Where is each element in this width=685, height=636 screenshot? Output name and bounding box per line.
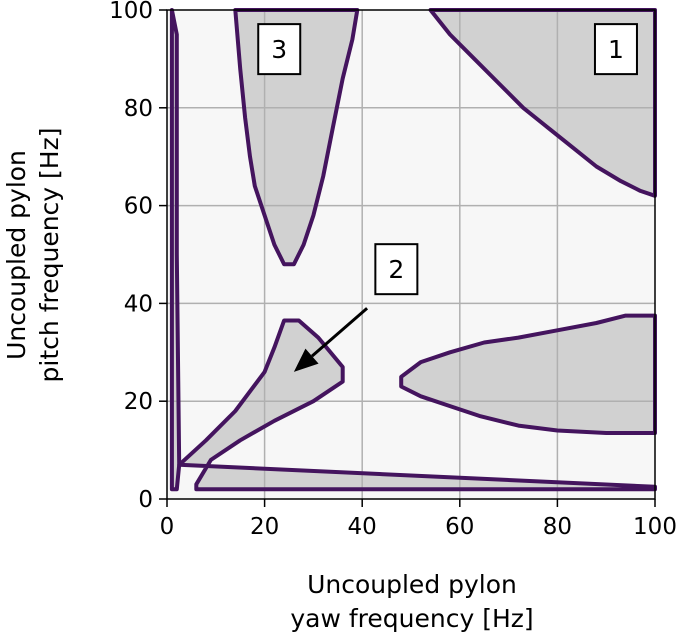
region-label-2: 2 bbox=[388, 255, 404, 284]
region-label-3: 3 bbox=[271, 35, 287, 64]
x-axis-label-line-2: yaw frequency [Hz] bbox=[290, 604, 533, 633]
x-axis-label-line-1: Uncoupled pylon bbox=[307, 570, 517, 599]
y-axis-label-line-2: pitch frequency [Hz] bbox=[35, 128, 64, 383]
annotations: 1 2 3 bbox=[257, 23, 638, 372]
arrow-head bbox=[293, 348, 319, 372]
region-label-box bbox=[374, 243, 419, 296]
y-tick-label: 100 bbox=[109, 0, 153, 24]
y-axis-label-line-1: Uncoupled pylon bbox=[2, 150, 31, 360]
x-tick-label: 100 bbox=[633, 514, 677, 540]
region-lower-right-fill bbox=[401, 315, 655, 433]
y-tick-label: 0 bbox=[138, 487, 153, 513]
region-label-box bbox=[593, 23, 638, 76]
y-tick-label: 20 bbox=[124, 389, 153, 415]
x-tick-label: 20 bbox=[250, 514, 279, 540]
region-2-contour bbox=[177, 318, 657, 492]
x-tick-label: 0 bbox=[160, 514, 175, 540]
y-tick-label: 40 bbox=[124, 291, 153, 317]
region-3-contour bbox=[233, 8, 360, 267]
y-tick-label: 80 bbox=[124, 96, 153, 122]
grid-lines bbox=[167, 10, 655, 499]
x-axis-ticks: 0 20 40 60 80 100 bbox=[160, 499, 677, 540]
plot-area bbox=[166, 8, 657, 500]
region-label-box bbox=[257, 23, 302, 76]
y-tick-label: 60 bbox=[124, 194, 153, 220]
region-left-strip-contour bbox=[169, 8, 182, 492]
plot-frame bbox=[166, 9, 656, 500]
region-2-fill bbox=[179, 320, 655, 490]
x-tick-label: 40 bbox=[348, 514, 377, 540]
x-tick-label: 60 bbox=[445, 514, 474, 540]
y-axis-ticks: 0 20 40 60 80 100 bbox=[109, 0, 167, 513]
region-label-1: 1 bbox=[608, 35, 624, 64]
x-tick-label: 80 bbox=[543, 514, 572, 540]
arrow-shaft bbox=[311, 307, 369, 358]
